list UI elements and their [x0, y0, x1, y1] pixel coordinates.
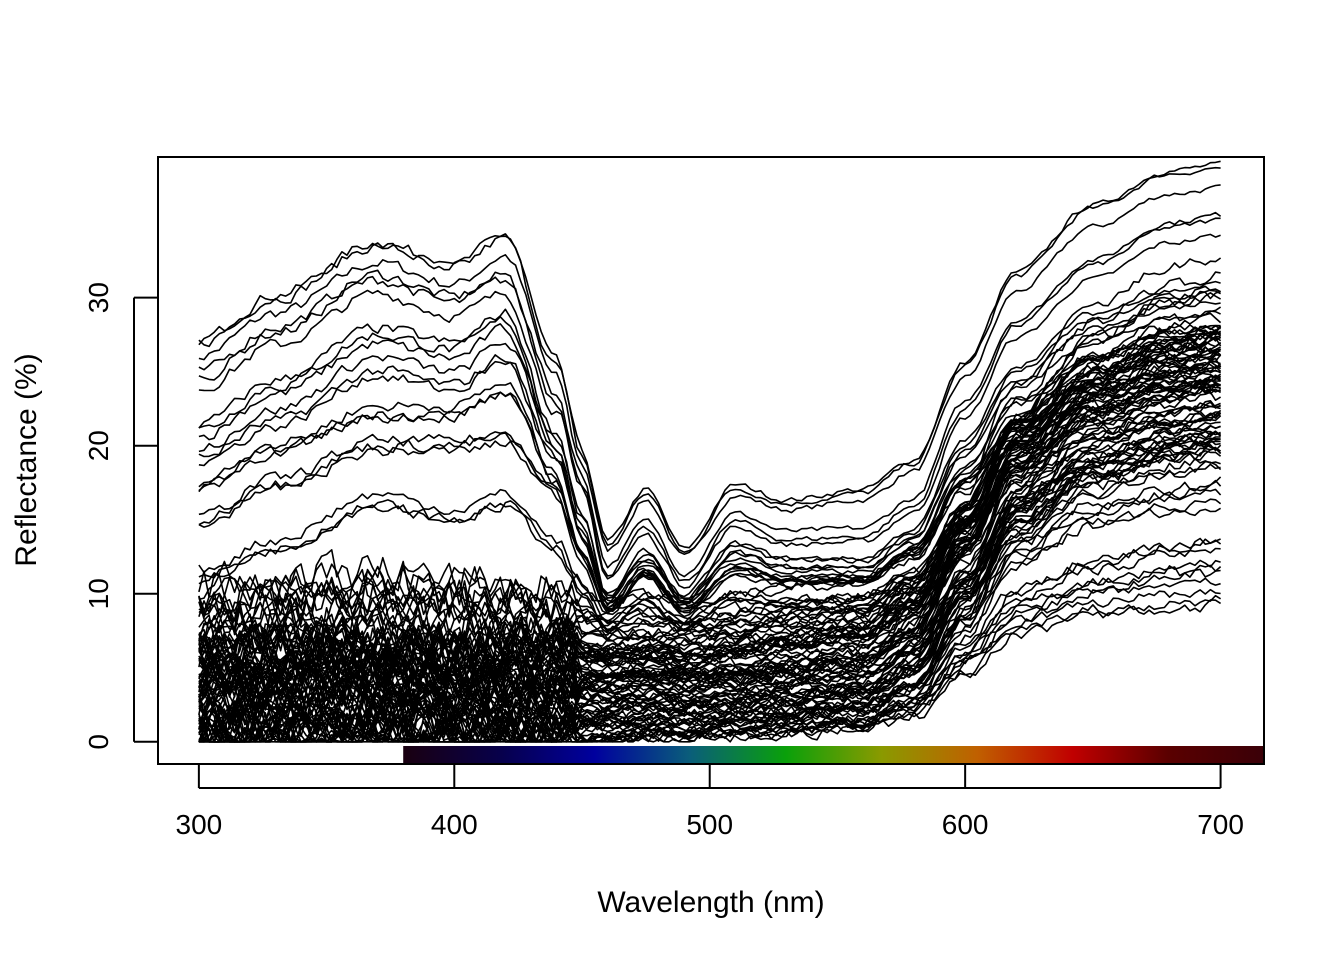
y-tick-label: 20	[83, 430, 114, 461]
spectrum-series-line	[198, 382, 1221, 712]
spectrum-series-line	[198, 401, 1221, 727]
spectrum-series-line	[198, 337, 1222, 655]
spectrum-series-line	[198, 577, 1221, 743]
spectrum-series-line	[198, 330, 1221, 607]
spectrum-series-line	[198, 211, 1222, 578]
spectrum-series-line	[198, 599, 1222, 743]
series-lines	[198, 160, 1222, 743]
spectrum-series-line	[198, 366, 1221, 701]
spectrum-series-line	[198, 588, 1221, 743]
x-tick-label: 500	[686, 809, 733, 840]
x-tick-label: 700	[1197, 809, 1244, 840]
spectrum-series-line	[198, 217, 1221, 582]
spectrum-series-line	[198, 374, 1222, 704]
spectrum-series-line	[198, 301, 1221, 607]
x-tick-label: 600	[942, 809, 989, 840]
y-tick-label: 10	[83, 578, 114, 609]
spectrum-series-line	[198, 547, 1221, 743]
spectrum-series-line	[198, 233, 1221, 589]
plot-frame	[157, 156, 1265, 765]
y-axis-title: Reflectance (%)	[10, 353, 43, 566]
spectrum-series-line	[198, 184, 1221, 556]
spectrum-series-line	[198, 166, 1221, 554]
spectrum-series-line	[198, 346, 1221, 634]
spectrum-series-line	[198, 280, 1221, 598]
y-tick-label: 30	[83, 282, 114, 313]
spectrum-series-line	[198, 257, 1222, 606]
spectrum-series-line	[198, 439, 1221, 743]
x-tick-label: 400	[431, 809, 478, 840]
spectrum-series-line	[198, 285, 1221, 630]
spectrum-series-line	[198, 310, 1221, 600]
spectrum-color-bar	[403, 746, 1264, 764]
spectrum-series-line	[198, 329, 1222, 651]
spectrum-series-line	[198, 160, 1221, 549]
x-tick-label: 300	[176, 809, 223, 840]
x-axis: 300 400 500 600 700	[176, 765, 1244, 840]
y-tick-label: 0	[83, 734, 114, 750]
x-axis-title: Wavelength (nm)	[597, 886, 824, 919]
spectrum-series-line	[198, 342, 1222, 681]
y-axis: 0 10 20 30	[83, 282, 157, 750]
spectrum-series-line	[198, 326, 1222, 669]
